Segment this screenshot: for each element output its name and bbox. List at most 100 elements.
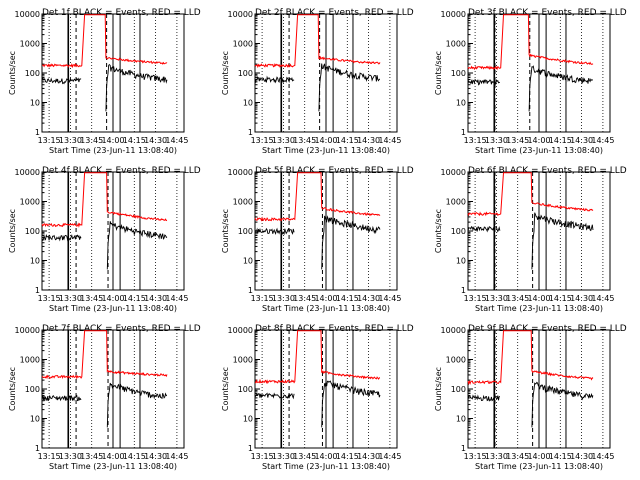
y-tick-label: 1 [461,444,466,453]
x-tick-label: 14:45 [165,136,188,145]
y-tick-label: 10 [30,257,40,266]
y-tick-label: 1000 [20,198,40,207]
x-tick-label: 13:15 [38,136,61,145]
x-tick-label: 13:30 [59,294,82,303]
events-series-post [528,65,593,112]
lld-series [41,172,168,228]
events-series-pre [467,225,501,233]
y-tick-label: 100 [25,69,40,78]
y-tick-label: 1 [248,286,253,295]
y-tick-label: 10000 [15,10,40,19]
chart-panel-7: Det 7f BLACK = Events, RED = LLD 1 10 100 10… [8,324,201,471]
y-tick-label: 10000 [15,168,40,177]
x-axis-label: Start Time (23-Jun-11 13:08:40) [49,146,177,155]
chart-panel-4: Det 4f BLACK = Events, RED = LLD 1 10 100 10… [8,166,201,313]
x-tick-label: 14:00 [101,136,124,145]
x-tick-label: 14:45 [378,136,401,145]
x-tick-label: 14:00 [101,294,124,303]
y-tick-label: 1 [248,444,253,453]
y-tick-label: 10000 [441,10,466,19]
y-tick-label: 10 [243,257,253,266]
y-tick-label: 1000 [233,356,253,365]
x-tick-label: 14:00 [314,136,337,145]
y-tick-label: 100 [25,385,40,394]
x-tick-label: 14:00 [527,136,550,145]
x-tick-label: 14:15 [549,452,572,461]
x-axis-label: Start Time (23-Jun-11 13:08:40) [262,304,390,313]
lld-series [467,14,594,71]
y-tick-label: 1000 [446,356,466,365]
x-tick-label: 14:00 [527,294,550,303]
y-tick-label: 10 [243,99,253,108]
x-tick-label: 14:30 [144,452,167,461]
x-tick-label: 14:15 [549,136,572,145]
x-axis-label: Start Time (23-Jun-11 13:08:40) [49,304,177,313]
x-tick-label: 14:15 [336,294,359,303]
y-tick-label: 1 [35,286,40,295]
panel-title: Det 7f BLACK = Events, RED = LLD [42,324,201,334]
x-tick-label: 14:30 [144,294,167,303]
x-tick-label: 13:15 [251,294,274,303]
panel-title: Det 2f BLACK = Events, RED = LLD [255,8,414,18]
y-axis-label: Counts/sec [434,51,443,95]
y-tick-label: 1000 [233,40,253,49]
panel-title: Det 6f BLACK = Events, RED = LLD [468,166,627,176]
chart-panel-6: Det 6f BLACK = Events, RED = LLD 1 10 100 10… [434,166,627,313]
events-series-post [318,63,381,112]
y-tick-label: 1 [461,128,466,137]
events-series-pre [254,227,295,236]
x-tick-label: 13:30 [485,136,508,145]
y-tick-label: 100 [25,227,40,236]
events-series-pre [41,394,82,403]
y-tick-label: 1 [248,128,253,137]
x-tick-label: 14:45 [591,452,614,461]
chart-panel-2: Det 2f BLACK = Events, RED = LLD 1 10 100 10… [221,8,414,155]
x-tick-label: 13:15 [38,294,61,303]
chart-panel-5: Det 5f BLACK = Events, RED = LLD 1 10 100 10… [221,166,414,313]
y-tick-label: 1000 [20,356,40,365]
events-series-pre [467,78,501,86]
x-tick-label: 13:45 [506,294,529,303]
x-tick-label: 13:45 [293,136,316,145]
x-tick-label: 14:30 [357,136,380,145]
y-tick-label: 10000 [441,326,466,335]
x-tick-label: 14:30 [357,452,380,461]
y-tick-label: 1000 [446,198,466,207]
x-tick-label: 13:45 [80,294,103,303]
y-tick-label: 10 [30,99,40,108]
x-tick-label: 13:30 [485,294,508,303]
y-axis-label: Counts/sec [8,367,17,411]
y-tick-label: 100 [451,385,466,394]
x-tick-label: 14:45 [591,294,614,303]
events-series-post [106,221,168,270]
x-tick-label: 13:30 [485,452,508,461]
y-tick-label: 100 [238,227,253,236]
y-axis-label: Counts/sec [221,367,230,411]
x-tick-label: 13:45 [80,452,103,461]
y-tick-label: 10 [30,415,40,424]
x-axis-label: Start Time (23-Jun-11 13:08:40) [475,146,603,155]
x-tick-label: 14:00 [314,452,337,461]
chart-panel-1: Det 1f BLACK = Events, RED = LLD 1 10 100 10… [8,8,201,155]
y-tick-label: 10 [456,415,466,424]
panel-title: Det 3f BLACK = Events, RED = LLD [468,8,627,18]
lld-series [254,14,381,69]
y-tick-label: 100 [238,69,253,78]
x-tick-label: 14:00 [314,294,337,303]
y-tick-label: 10 [456,99,466,108]
panel-title: Det 1f BLACK = Events, RED = LLD [42,8,201,18]
lld-series [41,330,168,380]
x-tick-label: 14:30 [570,136,593,145]
y-tick-label: 100 [238,385,253,394]
x-tick-label: 13:15 [251,136,274,145]
x-tick-label: 14:45 [591,136,614,145]
x-tick-label: 13:45 [293,452,316,461]
events-series-post [531,212,594,270]
y-tick-label: 100 [451,69,466,78]
x-tick-label: 14:30 [357,294,380,303]
x-tick-label: 13:15 [464,452,487,461]
y-tick-label: 10 [456,257,466,266]
y-tick-label: 10000 [228,326,253,335]
x-tick-label: 13:45 [506,452,529,461]
